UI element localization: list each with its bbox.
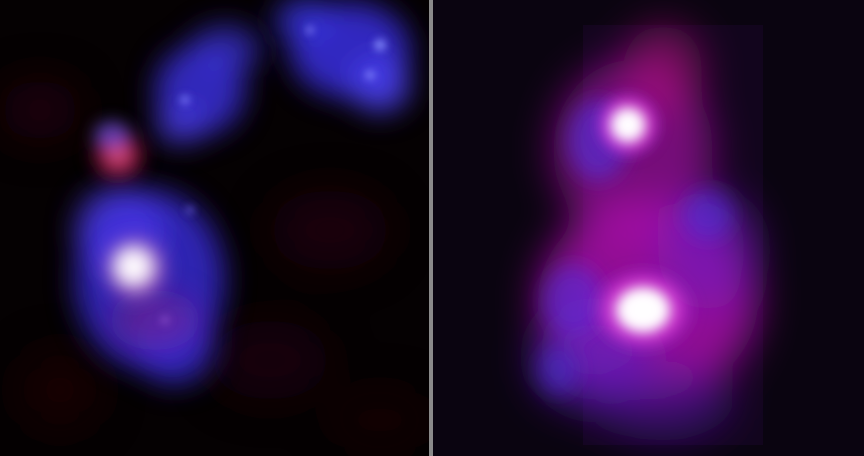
right-lower-core xyxy=(585,262,701,358)
red-emission-knot xyxy=(86,121,150,185)
left-panel-image xyxy=(0,0,429,450)
right-panel-image xyxy=(533,25,763,445)
left-panel xyxy=(0,0,429,456)
right-panel xyxy=(433,0,864,456)
blue-arc-upper-left xyxy=(155,25,260,145)
right-upper-core xyxy=(590,87,666,163)
panel-divider xyxy=(429,0,433,456)
background-haze xyxy=(0,80,429,450)
blue-arc-top-right xyxy=(275,0,410,113)
left-bright-core xyxy=(95,228,175,308)
